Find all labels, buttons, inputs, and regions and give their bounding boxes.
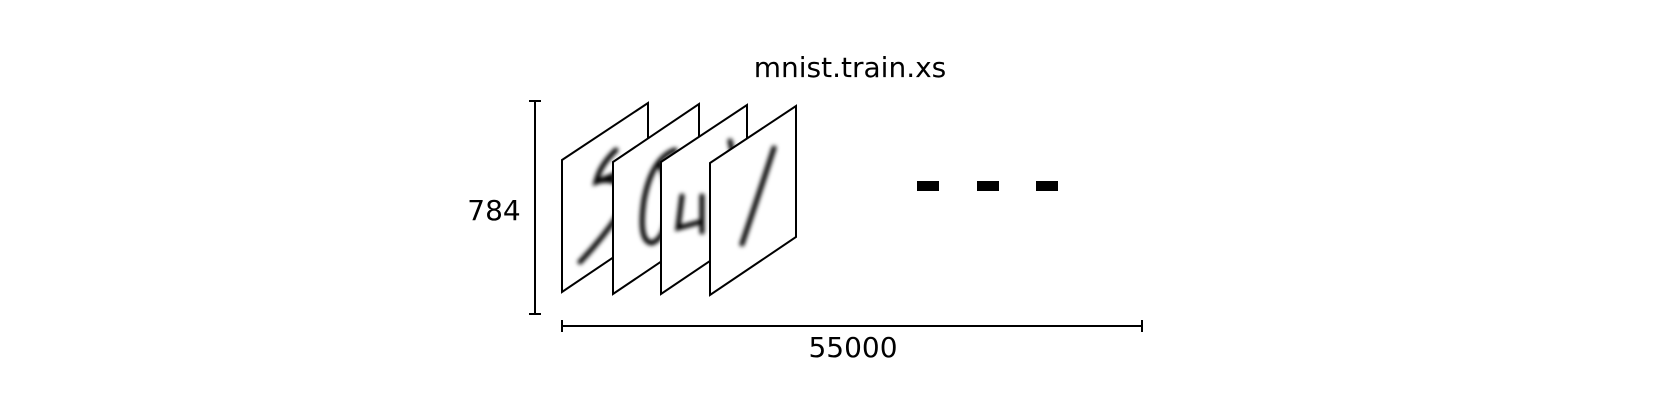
height-bracket [529, 100, 541, 315]
image-plane-4 [709, 104, 797, 297]
ellipsis-dash-3 [1036, 181, 1058, 191]
width-label: 55000 [808, 331, 897, 364]
ellipsis-dash-1 [917, 181, 939, 191]
image-stack [561, 101, 797, 297]
digit-1-stroke [739, 145, 777, 247]
width-bracket [561, 320, 1143, 332]
height-label: 784 [467, 194, 520, 227]
diagram-title: mnist.train.xs [754, 51, 947, 84]
ellipsis-dash-2 [977, 181, 999, 191]
ellipsis [917, 181, 1058, 191]
